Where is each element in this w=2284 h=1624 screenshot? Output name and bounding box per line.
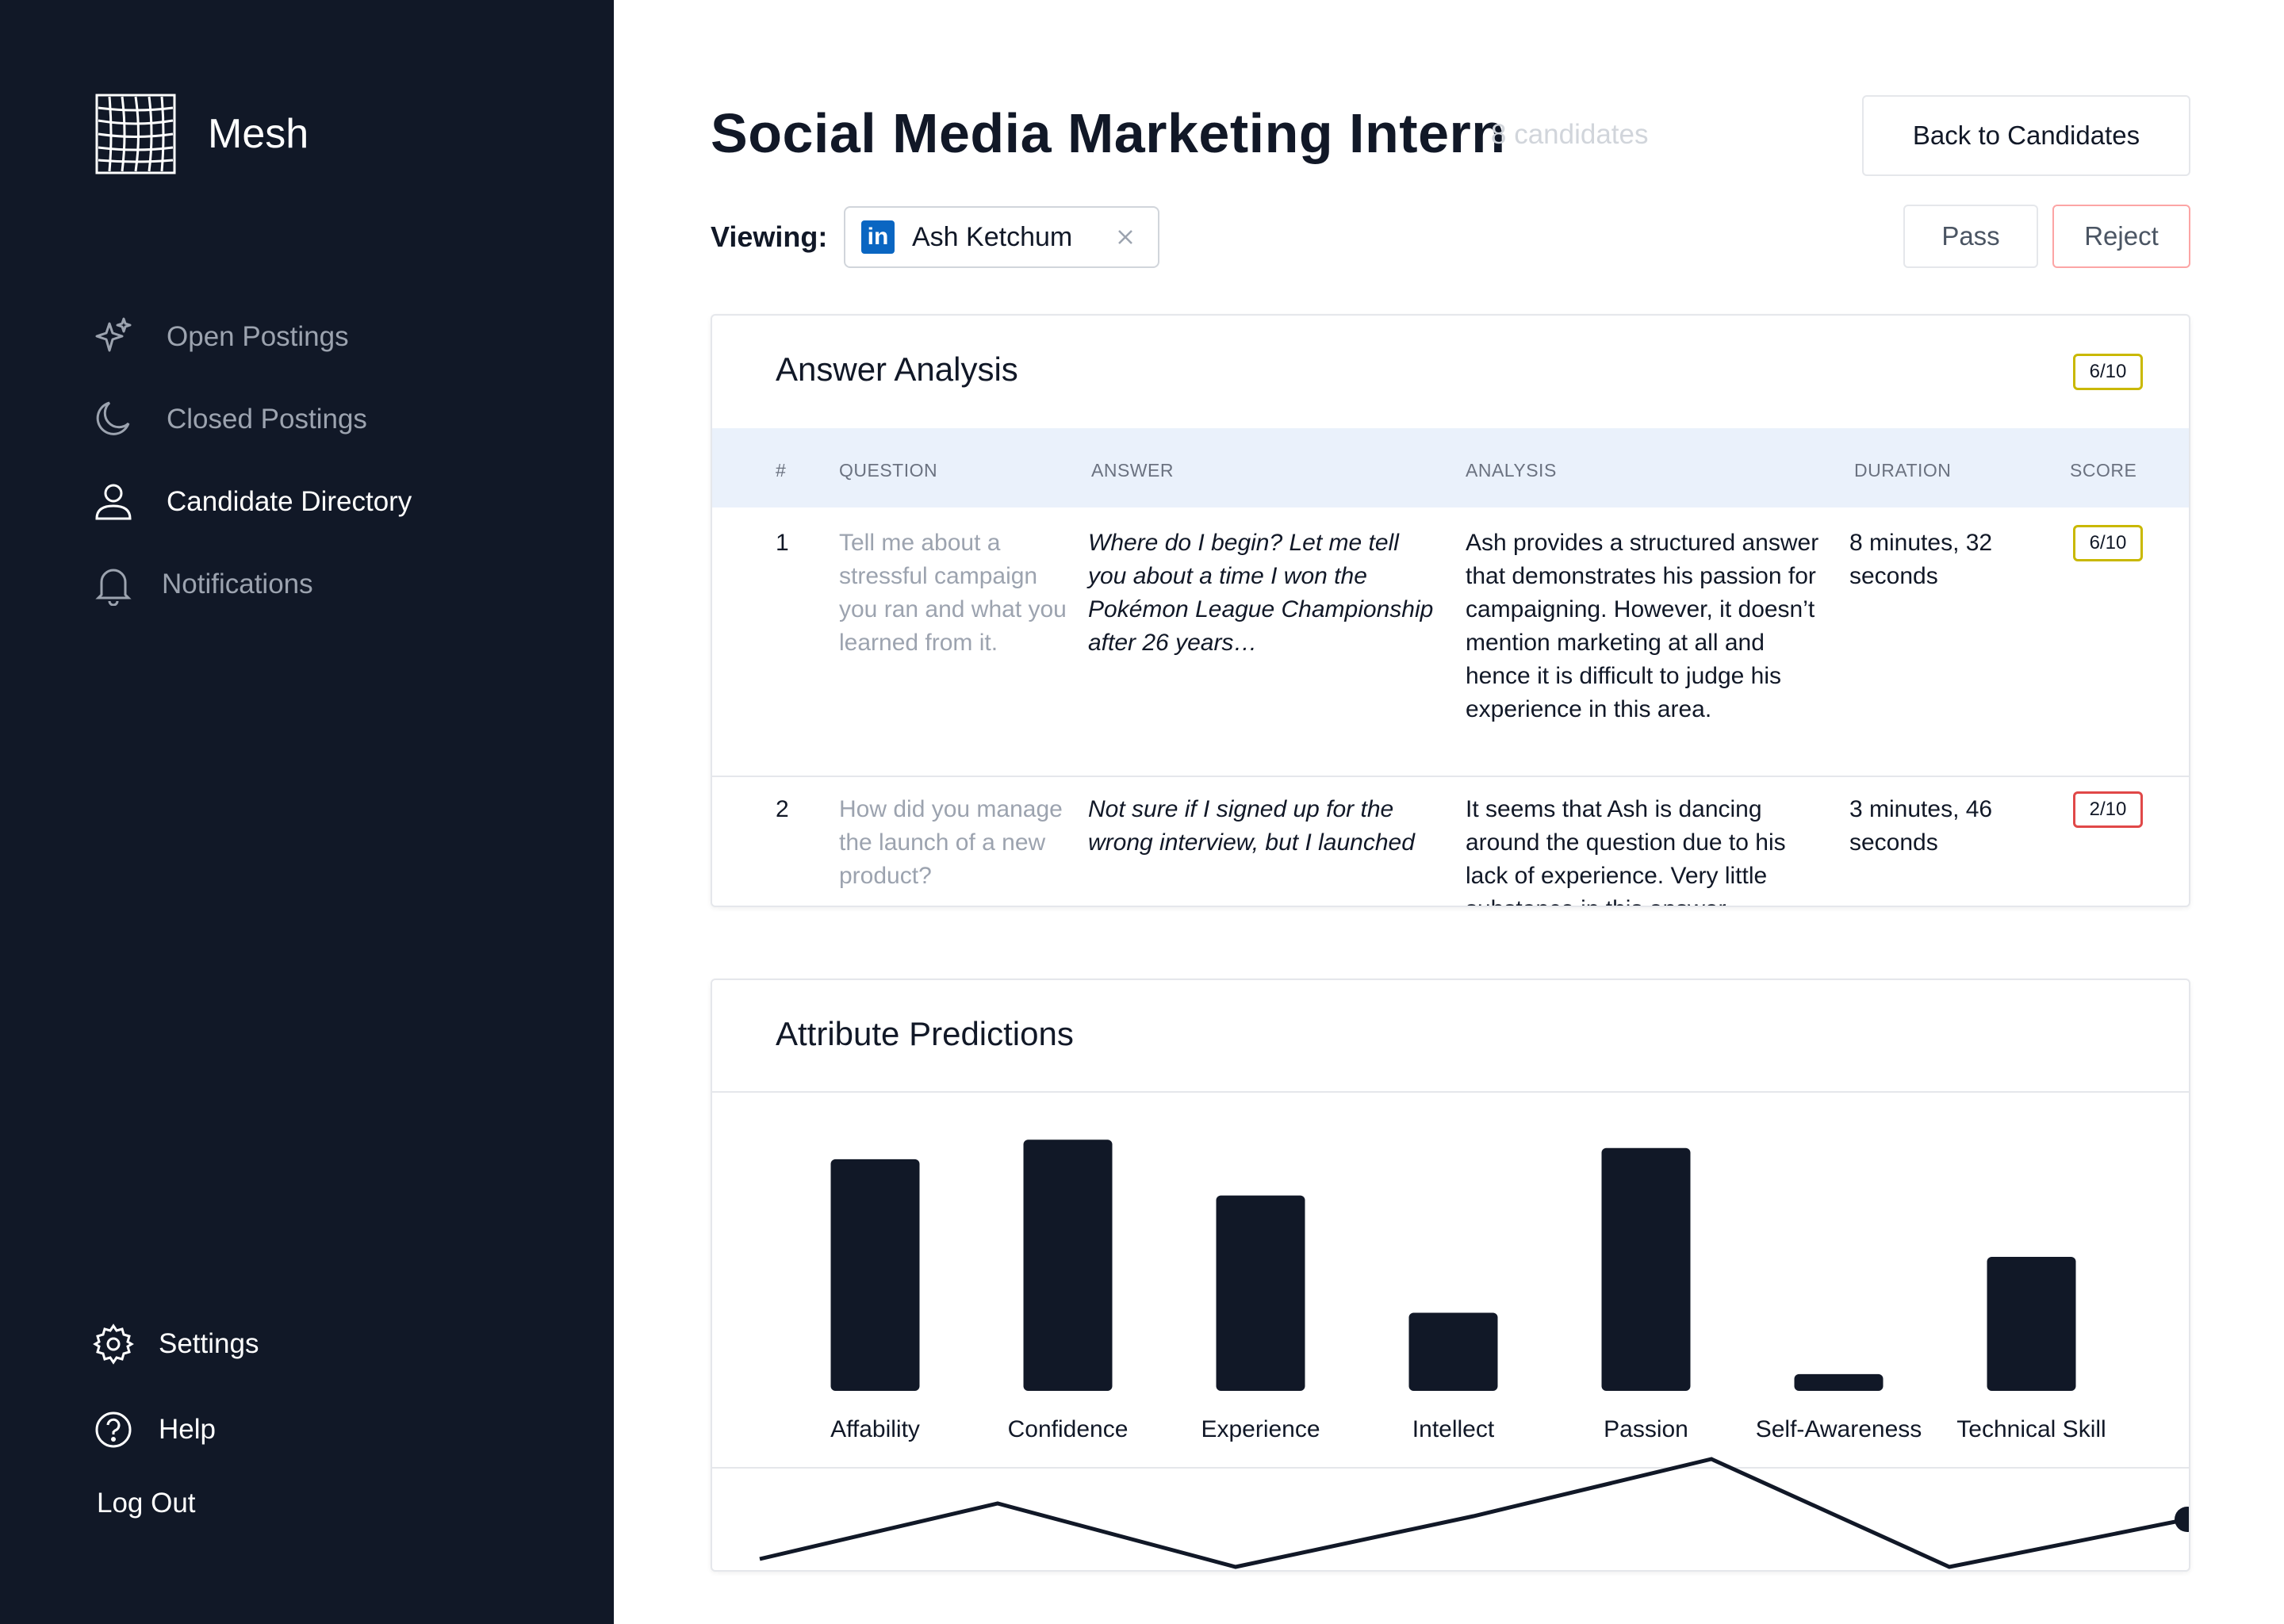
bar-technical-skill [1987,1257,2076,1391]
row-question: Tell me about a stressful campaign you r… [839,530,1067,656]
sidebar-item-notifications[interactable]: Notifications [92,563,313,606]
chart-divider [712,1467,2189,1469]
sidebar-item-label: Open Postings [167,321,349,352]
pass-button[interactable]: Pass [1903,205,2038,268]
linkedin-icon: in [861,220,895,254]
row-number: 2 [776,796,789,822]
gear-icon [92,1323,135,1365]
category-label: Affability [830,1416,920,1442]
sparkle-icon [92,316,135,358]
sidebar-item-settings[interactable]: Settings [92,1323,259,1365]
category-label: Self-Awareness [1756,1416,1922,1442]
viewing-label: Viewing: [711,220,828,253]
candidate-count: 8 candidates [1491,119,1649,150]
table-header: # QUESTION ANSWER ANALYSIS DURATION SCOR… [712,428,2189,508]
main-content: Social Media Marketing Intern 8 candidat… [614,0,2284,1624]
trend-point [2175,1507,2189,1532]
bar-confidence [1023,1139,1113,1391]
category-label: Confidence [1008,1416,1129,1442]
row-score-badge: 2/10 [2073,791,2143,828]
row-answer: Where do I begin? Let me tell you about … [1088,530,1434,656]
sidebar: Mesh Open Postings Closed Postings Candi… [0,0,614,1624]
card-divider [712,1091,2189,1093]
column-header-score: SCORE [2070,460,2137,481]
sidebar-item-candidate-directory[interactable]: Candidate Directory [92,481,412,523]
back-to-candidates-button[interactable]: Back to Candidates [1862,95,2190,176]
answer-analysis-card: Answer Analysis 6/10 # QUESTION ANSWER A… [711,314,2190,907]
sidebar-item-label: Notifications [162,569,313,599]
brand-name: Mesh [208,111,309,157]
bar-experience [1216,1195,1305,1391]
row-duration: 3 minutes, 46 seconds [1849,796,1993,856]
brand[interactable]: Mesh [95,94,308,174]
row-analysis: It seems that Ash is dancing around the … [1466,796,1786,906]
viewing-candidate-name: Ash Ketchum [912,221,1073,252]
row-score-badge: 6/10 [2073,525,2143,561]
row-number: 1 [776,530,789,556]
column-header-question: QUESTION [839,460,938,481]
sidebar-item-label: Candidate Directory [167,486,412,517]
row-question: How did you manage the launch of a new p… [839,796,1063,889]
category-label: Passion [1604,1416,1688,1442]
answer-analysis-title: Answer Analysis [776,350,1018,388]
category-label: Experience [1201,1416,1320,1442]
attribute-predictions-title: Attribute Predictions [776,1015,1074,1052]
sidebar-item-closed-postings[interactable]: Closed Postings [92,398,367,441]
attribute-bar-chart: Affability Confidence Experience Intellect P… [712,1139,2189,1569]
close-icon[interactable] [1112,224,1139,251]
reject-button[interactable]: Reject [2052,205,2190,268]
page-title: Social Media Marketing Intern [711,102,1506,164]
bar-intellect [1408,1312,1498,1391]
moon-icon [92,398,135,441]
sidebar-item-label: Help [159,1414,216,1445]
column-header-number: # [776,460,787,481]
category-label: Technical Skill [1956,1416,2106,1442]
column-header-analysis: ANALYSIS [1466,460,1557,481]
user-icon [92,481,135,523]
bell-icon [92,563,135,606]
attribute-predictions-card: Attribute Predictions Affability Confiden… [711,979,2190,1572]
sidebar-item-open-postings[interactable]: Open Postings [92,316,349,358]
bar-passion [1601,1147,1691,1391]
logout-link[interactable]: Log Out [97,1488,196,1519]
overall-score-badge: 6/10 [2073,354,2143,390]
bar-affability [830,1159,920,1391]
column-header-duration: DURATION [1854,460,1952,481]
row-answer: Not sure if I signed up for the wrong in… [1088,796,1415,856]
sidebar-item-label: Settings [159,1328,259,1359]
row-duration: 8 minutes, 32 seconds [1849,530,1993,589]
row-analysis: Ash provides a structured answer that de… [1466,530,1819,722]
category-label: Intellect [1412,1416,1495,1442]
sidebar-item-help[interactable]: Help [92,1408,216,1451]
bar-self-awareness [1794,1373,1884,1391]
row-divider [712,776,2189,777]
column-header-answer: ANSWER [1091,460,1174,481]
trend-line [759,1457,2188,1569]
mesh-logo-icon [95,94,176,174]
sidebar-item-label: Closed Postings [167,404,367,435]
viewing-candidate-chip[interactable]: in Ash Ketchum [844,206,1159,268]
help-circle-icon [92,1408,135,1451]
